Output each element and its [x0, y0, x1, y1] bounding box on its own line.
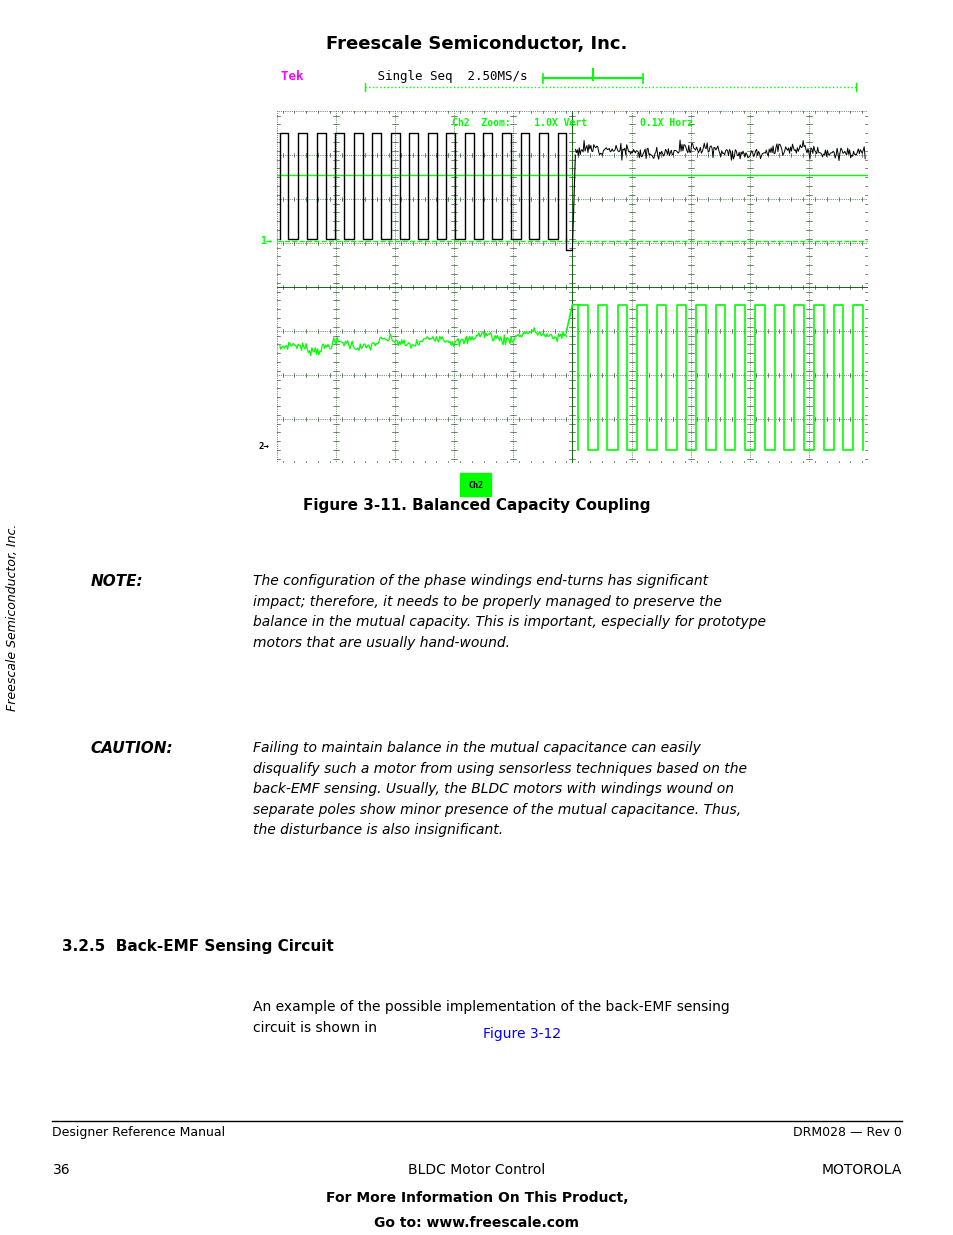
- Text: Single Seq  2.50MS/s: Single Seq 2.50MS/s: [370, 69, 527, 83]
- Text: Freescale Semiconductor, Inc.: Freescale Semiconductor, Inc.: [326, 35, 627, 53]
- Text: Freescale Semiconductor, Inc.: Freescale Semiconductor, Inc.: [6, 524, 19, 711]
- Text: 36: 36: [52, 1163, 70, 1177]
- Text: 3.2.5  Back-EMF Sensing Circuit: 3.2.5 Back-EMF Sensing Circuit: [62, 939, 334, 953]
- Text: 1→: 1→: [260, 236, 272, 246]
- Text: Figure 3-11. Balanced Capacity Coupling: Figure 3-11. Balanced Capacity Coupling: [303, 498, 650, 513]
- Text: Figure 3-12: Figure 3-12: [482, 1028, 560, 1041]
- Text: Stop:: Stop:: [322, 75, 355, 85]
- Text: Ch1  5.00 V: Ch1 5.00 V: [288, 492, 347, 500]
- Text: Tek: Tek: [281, 69, 311, 83]
- Bar: [252, 437, 275, 456]
- Text: Failing to maintain balance in the mutual capacitance can easily
disqualify such: Failing to maintain balance in the mutua…: [253, 741, 746, 837]
- Text: 2→: 2→: [258, 442, 269, 451]
- Text: BLDC Motor Control: BLDC Motor Control: [408, 1163, 545, 1177]
- Text: For More Information On This Product,: For More Information On This Product,: [325, 1191, 628, 1204]
- Bar: [459, 473, 490, 496]
- Text: An example of the possible implementation of the back-EMF sensing
circuit is sho: An example of the possible implementatio…: [253, 1000, 729, 1035]
- Text: Go to: www.freescale.com: Go to: www.freescale.com: [375, 1216, 578, 1230]
- Text: Designer Reference Manual: Designer Reference Manual: [52, 1126, 225, 1140]
- Text: NOTE:: NOTE:: [91, 574, 143, 589]
- Text: 5.00 V    M 200μs  Ch2 Δ   9.8 V: 5.00 V M 200μs Ch2 Δ 9.8 V: [492, 492, 675, 500]
- Text: CAUTION:: CAUTION:: [91, 741, 173, 756]
- Text: Ch2: Ch2: [467, 480, 482, 489]
- Text: MOTOROLA: MOTOROLA: [821, 1163, 901, 1177]
- Text: Ch2  Zoom:    1.0X Vert         0.1X Horz: Ch2 Zoom: 1.0X Vert 0.1X Horz: [452, 119, 692, 128]
- Text: .: .: [551, 1028, 556, 1041]
- Text: The configuration of the phase windings end-turns has significant
impact; theref: The configuration of the phase windings …: [253, 574, 765, 650]
- Text: BLDC Motor Control: BLDC Motor Control: [60, 54, 230, 70]
- Text: DRM028 — Rev 0: DRM028 — Rev 0: [792, 1126, 901, 1140]
